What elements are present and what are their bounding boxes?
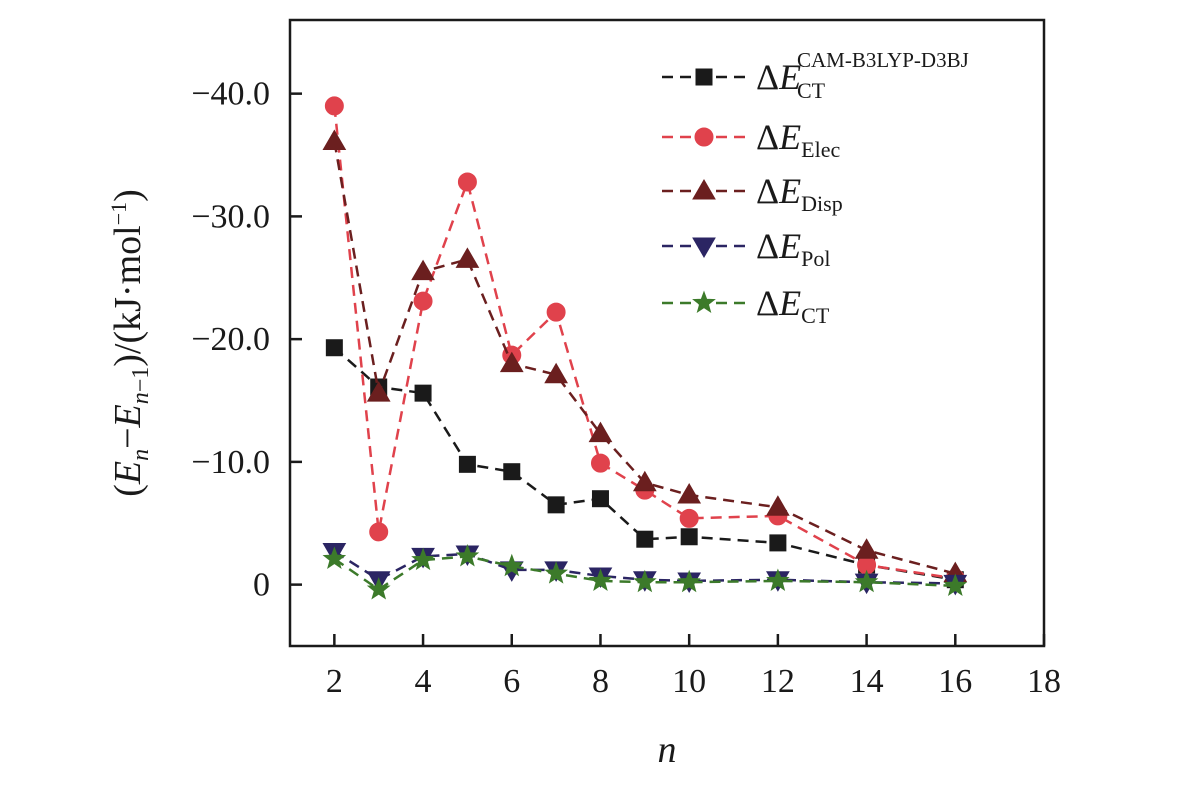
series-disp [322,129,968,583]
legend-label: ΔECAM-B3LYP-D3BJ CT [756,48,969,103]
x-tick-label: 2 [326,663,343,700]
data-point-disp [677,483,702,504]
plot-area: 2 4 6 8 10 12 14 16 18 0 −10.0 −20.0 −30.0 −40.0 [191,18,1061,700]
series-layer [322,96,968,600]
data-point-elec [413,291,433,311]
data-point-ct [854,569,879,593]
data-point-elec [679,508,699,528]
x-tick-label: 4 [415,663,432,700]
series-elec [324,96,965,588]
legend: ΔECAM-B3LYP-D3BJ CT ΔEElec ΔEDisp ΔEPol ΔECT [662,48,969,328]
legend-item-disp: ΔEDisp [662,171,843,216]
series-cam [325,339,964,589]
data-point-disp [544,362,568,384]
data-point-elec [590,453,610,473]
data-point-disp [588,421,613,443]
legend-marker [692,237,716,258]
series-line-elec [333,105,956,580]
data-point-disp [411,259,435,281]
legend-marker [692,290,716,314]
series-line-ct [333,555,956,592]
legend-marker [695,68,713,86]
x-tick-label: 16 [938,663,972,700]
data-point-elec [324,96,344,116]
data-point-disp [854,538,879,559]
data-point-cam [636,530,654,548]
data-point-disp [366,381,391,402]
data-point-cam [325,339,343,357]
data-point-cam [680,528,698,546]
data-point-ct [766,568,790,591]
data-point-cam [547,496,565,514]
data-point-cam [414,384,432,402]
y-tick-label: 0 [253,567,270,604]
x-tick-label: 12 [761,663,795,700]
data-point-cam [503,463,521,481]
data-point-ct [411,547,435,571]
data-point-ct [544,561,568,584]
data-point-ct [633,569,657,593]
series-line-disp [333,141,956,575]
legend-label: ΔECT [756,283,830,328]
data-point-ct [677,569,701,593]
x-tick-label: 10 [672,663,706,700]
data-point-cam [458,455,476,473]
data-point-disp [766,495,790,516]
x-tick-label: 6 [503,663,520,700]
data-point-disp [455,247,480,268]
x-tick-label: 14 [850,663,884,700]
y-axis-title: (En−En−1)/(kJ·mol−1) [106,189,154,497]
x-axis-title: n [658,729,677,771]
data-point-ct [499,553,524,577]
data-point-ct [366,577,391,600]
data-point-cam [769,534,787,552]
series-ct [322,543,968,600]
data-point-elec [369,522,389,542]
x-tick-label: 18 [1027,663,1061,700]
data-point-ct [455,543,480,567]
data-point-ct [943,573,968,596]
legend-label: ΔEElec [756,117,840,162]
data-point-elec [457,172,477,192]
data-point-cam [591,490,609,508]
plot-frame [288,18,1046,648]
data-point-ct [322,546,347,569]
legend-marker [692,179,716,200]
legend-label: ΔEDisp [756,171,843,216]
series-line-pol [333,550,956,585]
y-tick-label: −40.0 [191,76,270,113]
data-point-disp [632,470,657,492]
y-tick-label: −10.0 [191,444,270,481]
x-tick-label: 8 [592,663,609,700]
y-tick-label: −20.0 [191,321,270,358]
legend-item-elec: ΔEElec [662,117,840,162]
data-point-disp [499,351,524,373]
legend-item-ct: ΔECT [662,283,830,328]
legend-marker [694,127,714,147]
legend-item-pol: ΔEPol [662,226,831,271]
data-point-disp [322,129,347,151]
legend-label: ΔEPol [756,226,831,271]
data-point-elec [546,302,566,322]
data-point-ct [588,568,613,591]
y-tick-label: −30.0 [191,198,270,235]
legend-item-cam: ΔECAM-B3LYP-D3BJ CT [662,48,969,103]
